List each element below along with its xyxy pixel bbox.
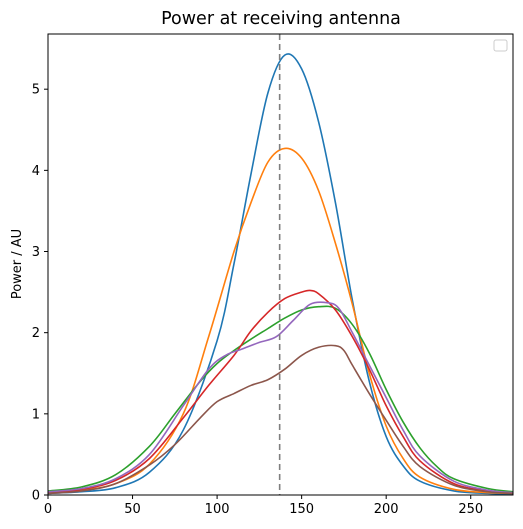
x-tick-label: 200 <box>374 502 399 517</box>
legend-box <box>493 39 508 52</box>
x-tick-label: 150 <box>289 502 314 517</box>
series-line-2 <box>48 147 513 495</box>
series-line-1 <box>48 53 513 495</box>
x-tick-label: 100 <box>205 502 230 517</box>
series-group <box>48 53 513 495</box>
y-tick-label: 4 <box>32 164 40 179</box>
y-tick-label: 5 <box>32 83 40 98</box>
x-tick-label: 250 <box>458 502 483 517</box>
x-axis: 0 50 100 150 200 250 <box>44 495 483 517</box>
series-line-6 <box>48 344 513 495</box>
series-line-5 <box>48 301 513 494</box>
x-tick-label: 50 <box>124 502 141 517</box>
plot-area <box>48 34 513 495</box>
series-line-4 <box>48 289 513 495</box>
y-axis-label: Power / AU <box>10 229 25 299</box>
plot-frame <box>47 33 514 496</box>
y-tick-label: 0 <box>32 489 40 504</box>
y-tick-label: 1 <box>32 407 40 422</box>
y-tick-label: 3 <box>32 245 40 260</box>
y-tick-label: 2 <box>32 326 40 341</box>
chart-title: Power at receiving antenna <box>161 9 401 29</box>
series-line-3 <box>48 305 513 493</box>
y-axis: 0 1 2 3 4 5 <box>32 83 48 504</box>
x-tick-label: 0 <box>44 502 52 517</box>
